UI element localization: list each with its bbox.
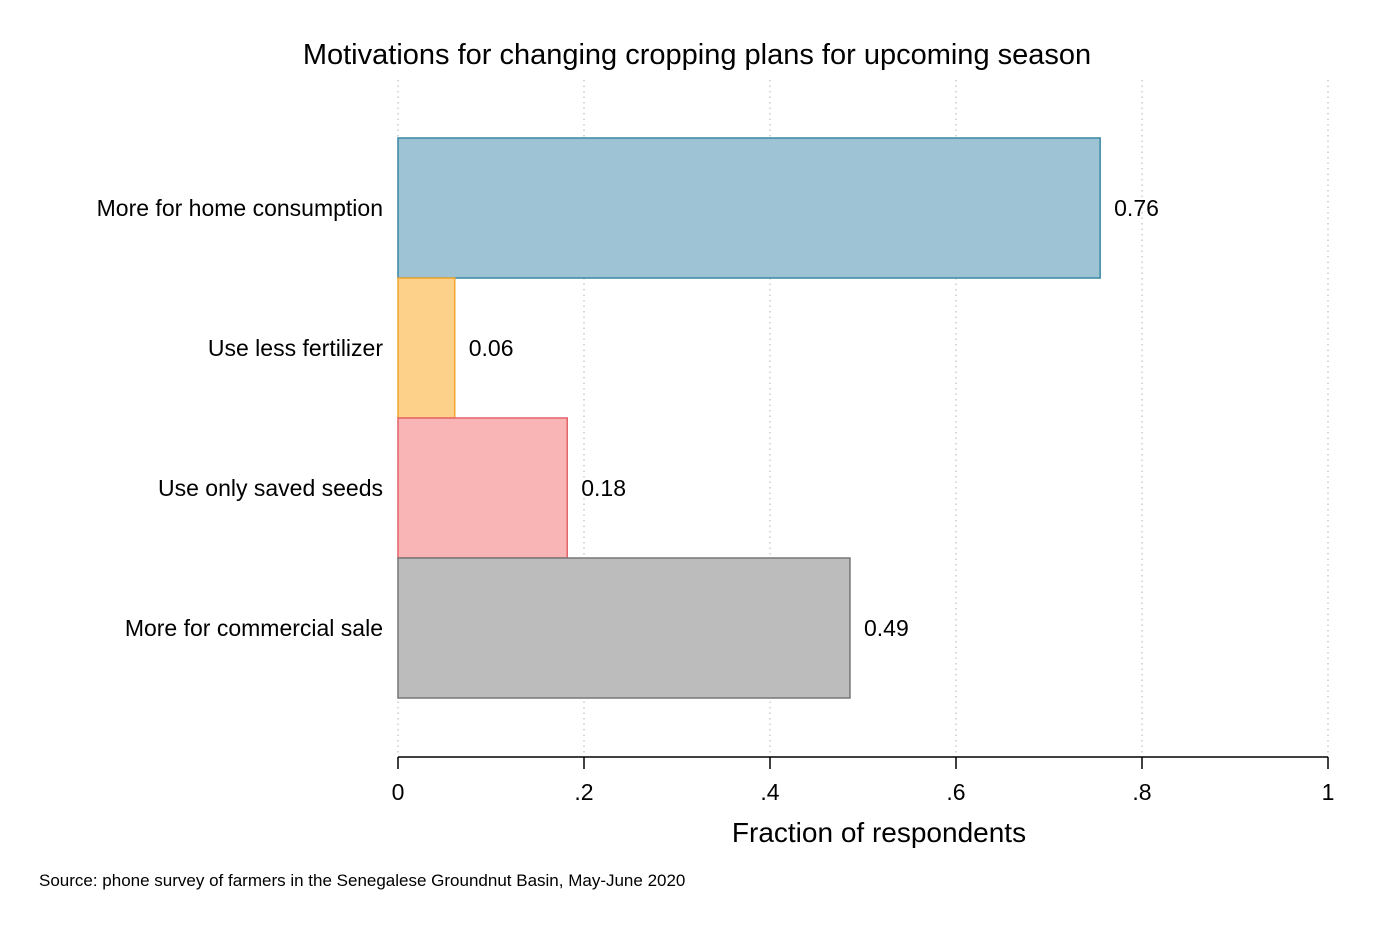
x-tick-label: .2 [574, 779, 593, 805]
value-label: 0.18 [581, 475, 626, 501]
category-label: Use only saved seeds [158, 475, 383, 501]
category-label: More for commercial sale [125, 615, 383, 641]
category-labels: More for home consumption Use less fertil… [97, 195, 384, 641]
bars [397, 137, 1101, 699]
x-tick-label: .6 [946, 779, 965, 805]
bar [397, 557, 851, 699]
value-label: 0.49 [864, 615, 909, 641]
category-label: Use less fertilizer [208, 335, 383, 361]
source-note: Source: phone survey of farmers in the S… [39, 871, 686, 890]
chart-title: Motivations for changing cropping plans … [303, 39, 1091, 71]
value-label: 0.06 [469, 335, 514, 361]
x-axis-title: Fraction of respondents [732, 817, 1026, 848]
value-label: 0.76 [1114, 195, 1159, 221]
x-tick-label: 1 [1322, 779, 1335, 805]
x-tick-label: .8 [1132, 779, 1151, 805]
value-labels: 0.76 0.06 0.18 0.49 [469, 195, 1159, 641]
bar [397, 277, 456, 419]
category-label: More for home consumption [97, 195, 383, 221]
x-axis: 0 .2 .4 .6 .8 1 [392, 756, 1335, 805]
bar [397, 137, 1101, 279]
x-tick-label: 0 [392, 779, 405, 805]
bar [397, 417, 569, 559]
x-tick-label: .4 [760, 779, 779, 805]
